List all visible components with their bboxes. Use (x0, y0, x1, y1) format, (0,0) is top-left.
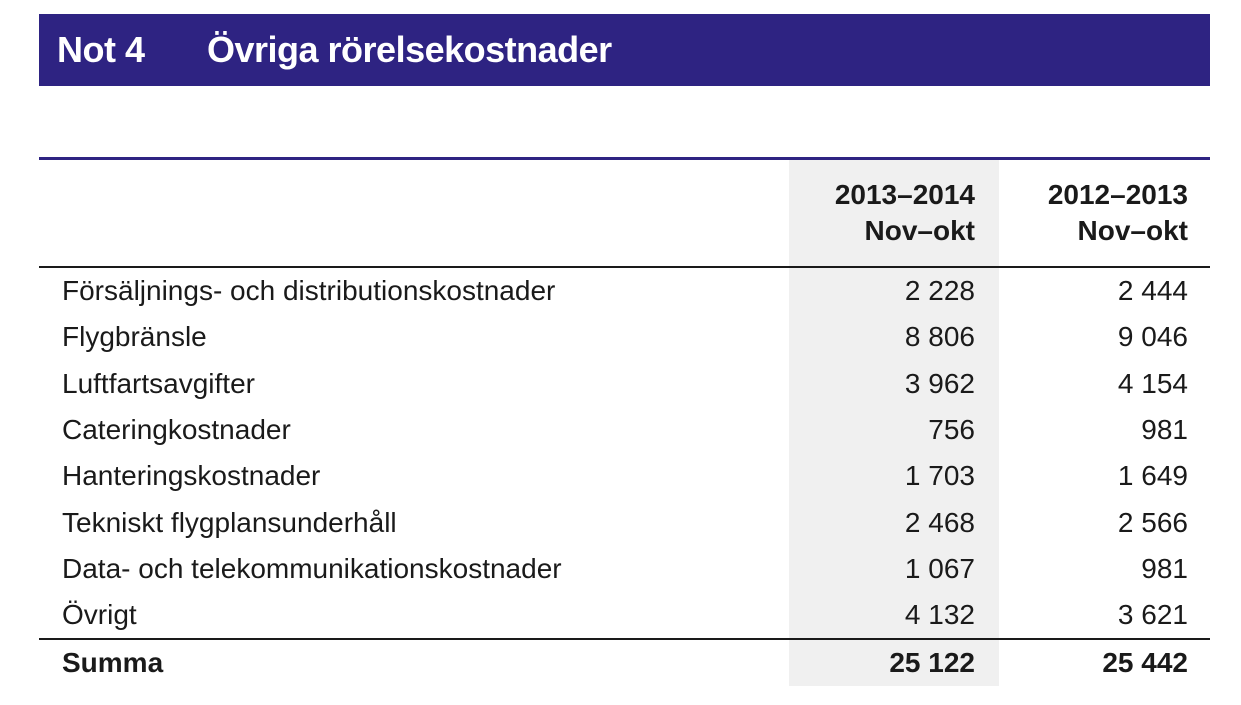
row-label: Försäljnings- och distributionskostnader (62, 275, 556, 307)
row-label: Cateringkostnader (62, 414, 291, 446)
table-top-rule (39, 157, 1210, 160)
cost-table: 2013–2014 Nov–okt 2012–2013 Nov–okt Förs… (39, 160, 1210, 687)
row-value-current: 756 (789, 406, 999, 454)
row-value-previous: 9 046 (1117, 321, 1188, 353)
total-value-current: 25 122 (789, 638, 999, 687)
header-label-cell (39, 160, 789, 268)
row-label: Hanteringskostnader (62, 460, 321, 492)
header-period-current-months: Nov–okt (864, 215, 975, 246)
row-value-current: 1 067 (789, 545, 999, 593)
row-label: Flygbränsle (62, 321, 207, 353)
header-period-current: 2013–2014 Nov–okt (789, 160, 999, 268)
row-value-current: 3 962 (789, 360, 999, 407)
row-value-current: 8 806 (789, 314, 999, 361)
total-value-previous: 25 442 (999, 638, 1210, 687)
row-value-current: 4 132 (789, 592, 999, 640)
row-value-previous: 1 649 (1117, 460, 1188, 492)
table-total-row: Summa 25 122 25 442 (39, 638, 1210, 687)
table-row: Tekniskt flygplansunderhåll 2 468 2 566 (39, 499, 1210, 546)
row-label: Data- och telekommunikationskostnader (62, 552, 562, 584)
note-number: Not 4 (57, 29, 145, 70)
table-row: Hanteringskostnader 1 703 1 649 (39, 453, 1210, 500)
table-row: Data- och telekommunikationskostnader 1 … (39, 545, 1210, 593)
table-row: Luftfartsavgifter 3 962 4 154 (39, 360, 1210, 407)
table-row: Övrigt 4 132 3 621 (39, 592, 1210, 640)
cost-table-container: 2013–2014 Nov–okt 2012–2013 Nov–okt Förs… (39, 157, 1210, 687)
row-label: Tekniskt flygplansunderhåll (62, 506, 397, 538)
row-value-previous: 2 444 (1117, 275, 1188, 307)
row-value-previous: 981 (1141, 414, 1188, 446)
row-label: Övrigt (62, 599, 137, 631)
table-row: Cateringkostnader 756 981 (39, 406, 1210, 454)
table-header-row: 2013–2014 Nov–okt 2012–2013 Nov–okt (39, 160, 1210, 268)
row-value-previous: 2 566 (1117, 506, 1188, 538)
row-value-previous: 3 621 (1117, 599, 1188, 631)
table-row: Försäljnings- och distributionskostnader… (39, 267, 1210, 315)
row-value-current: 2 468 (789, 499, 999, 546)
header-period-previous-months: Nov–okt (1077, 215, 1188, 246)
note-header: Not 4 Övriga rörelsekostnader (39, 14, 1210, 86)
row-value-current: 2 228 (789, 267, 999, 315)
note-title: Övriga rörelsekostnader (207, 29, 612, 70)
header-period-current-years: 2013–2014 (834, 179, 975, 210)
row-value-previous: 981 (1141, 552, 1188, 584)
row-value-current: 1 703 (789, 453, 999, 500)
row-value-previous: 4 154 (1117, 367, 1188, 399)
header-period-previous: 2012–2013 Nov–okt (999, 160, 1210, 268)
table-row: Flygbränsle 8 806 9 046 (39, 314, 1210, 361)
header-period-previous-years: 2012–2013 (1047, 179, 1188, 210)
total-label: Summa (39, 638, 789, 687)
row-label: Luftfartsavgifter (62, 367, 255, 399)
